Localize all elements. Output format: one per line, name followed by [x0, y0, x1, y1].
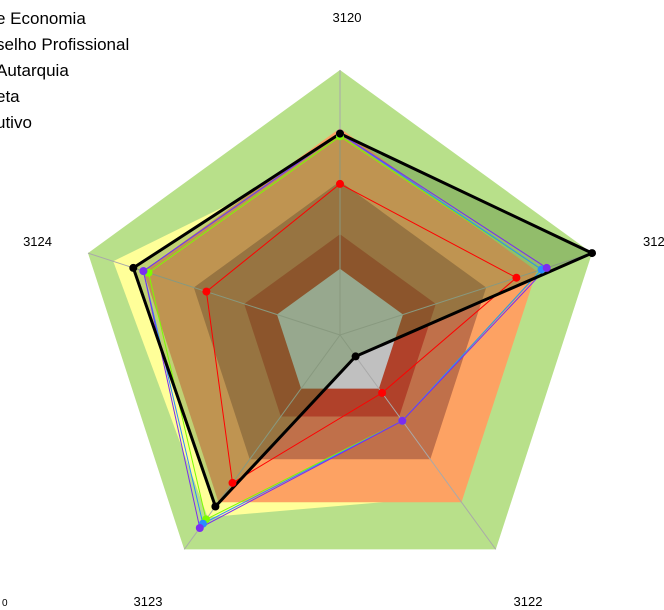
point-4-3122 — [351, 352, 360, 361]
point-4-3121 — [588, 249, 596, 258]
axis-line-3122 — [339, 334, 497, 550]
point-4-3120 — [336, 129, 344, 138]
legend-item-conselho: selho Profissional — [0, 35, 130, 54]
axis-label-3120: 3120 — [333, 10, 362, 25]
legend-item-autarquia: Autarquia — [0, 61, 69, 80]
point-2-3122 — [378, 388, 387, 397]
point-3-3121 — [542, 263, 551, 272]
point-2-3123 — [228, 478, 237, 487]
legend-item-executivo: utivo — [0, 113, 32, 132]
axis-label-3122: 3122 — [514, 594, 543, 609]
legend: e Economia selho Profissional Autarquia … — [0, 6, 129, 136]
point-2-3124 — [202, 287, 211, 296]
series-line-3 — [142, 132, 548, 529]
point-2-3121 — [512, 273, 521, 282]
bottom-truncated-label: 0 — [2, 598, 8, 609]
point-2-3120 — [336, 179, 344, 188]
point-3-3122 — [398, 416, 407, 425]
point-3-3123 — [195, 524, 204, 532]
axis-line-3123 — [183, 334, 341, 550]
legend-item-meta: eta — [0, 87, 20, 106]
axis-label-3123: 3123 — [134, 594, 163, 609]
legend-item-economia: e Economia — [0, 9, 86, 28]
point-4-3124 — [129, 263, 138, 272]
point-3-3124 — [139, 267, 148, 276]
series-line-2 — [205, 183, 518, 484]
axis-label-3124: 3124 — [23, 234, 52, 249]
axis-label-3121: 3121 — [643, 234, 664, 249]
series-line-4 — [131, 131, 596, 510]
point-4-3123 — [211, 502, 220, 511]
